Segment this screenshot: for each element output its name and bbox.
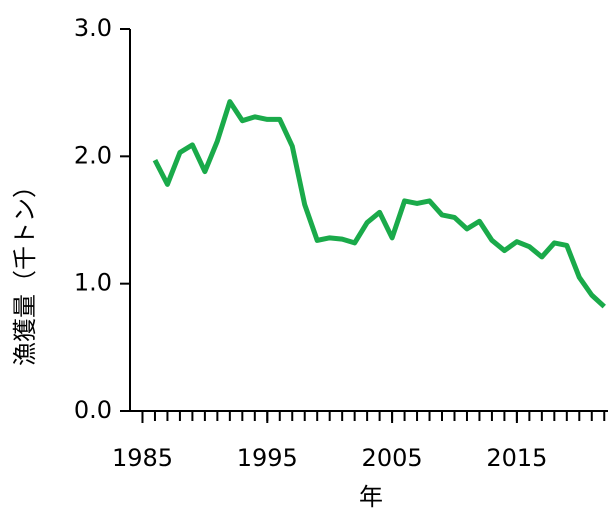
x-tick-label: 2005 [362,444,423,472]
line-series [152,99,606,309]
x-tick-label: 1995 [237,444,298,472]
y-tick-label: 3.0 [74,14,112,42]
y-tick-label: 0.0 [74,396,112,424]
y-axis-label: 漁獲量（千トン） [11,174,39,366]
y-tick-label: 2.0 [74,141,112,169]
x-axis-label: 年 [359,483,383,511]
y-tick-label: 1.0 [74,269,112,297]
x-tick-label: 2015 [486,444,547,472]
x-tick-label: 1985 [112,444,173,472]
